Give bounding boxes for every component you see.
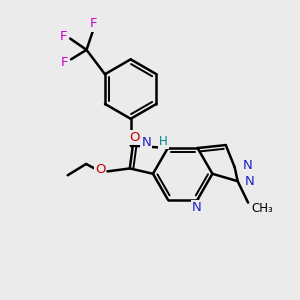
Text: N: N: [141, 136, 151, 149]
Text: F: F: [61, 56, 68, 69]
Text: F: F: [60, 30, 68, 43]
Text: CH₃: CH₃: [251, 202, 273, 215]
Text: O: O: [129, 131, 140, 144]
Text: N: N: [243, 159, 253, 172]
Text: N: N: [192, 201, 202, 214]
Text: F: F: [89, 17, 97, 31]
Text: H: H: [159, 135, 168, 148]
Text: O: O: [95, 164, 105, 176]
Text: N: N: [245, 175, 255, 188]
